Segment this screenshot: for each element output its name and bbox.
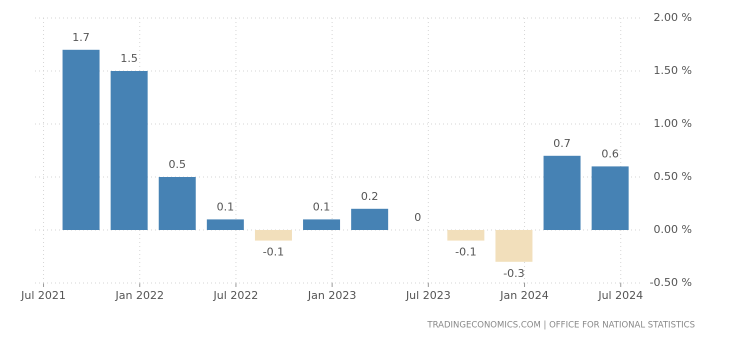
value-label: 0: [414, 211, 421, 224]
value-label: 0.1: [217, 200, 235, 213]
y-tick-label: 0.00 %: [654, 223, 692, 236]
x-tick-label: Jul 2024: [597, 289, 643, 302]
x-tick-label: Jan 2022: [115, 289, 164, 302]
x-tick-label: Jul 2022: [213, 289, 259, 302]
value-label: 0.5: [169, 158, 187, 171]
bar: [303, 219, 341, 230]
x-tick-label: Jan 2024: [499, 289, 548, 302]
bar: [495, 230, 533, 262]
bar: [543, 155, 581, 230]
value-label: -0.1: [455, 246, 476, 259]
x-tick-label: Jul 2021: [20, 289, 66, 302]
value-label: 0.7: [553, 137, 571, 150]
bar: [254, 230, 292, 241]
value-label: 1.5: [120, 52, 138, 65]
bar: [351, 208, 389, 230]
x-tick-label: Jul 2023: [405, 289, 451, 302]
y-tick-label: 2.00 %: [654, 11, 692, 24]
y-tick-label: 0.50 %: [654, 170, 692, 183]
y-tick-label: 1.00 %: [654, 117, 692, 130]
value-label: 0.6: [601, 147, 619, 160]
bar: [158, 177, 196, 230]
bar: [110, 71, 148, 230]
y-tick-label: -0.50 %: [650, 276, 692, 289]
bar: [206, 219, 244, 230]
value-label: -0.3: [503, 267, 524, 280]
value-label: 0.1: [313, 200, 331, 213]
x-tick-label: Jan 2023: [307, 289, 356, 302]
y-tick-label: 1.50 %: [654, 64, 692, 77]
source-note: TRADINGECONOMICS.COM | OFFICE FOR NATION…: [426, 321, 695, 331]
bar: [62, 49, 100, 230]
value-label: 0.2: [361, 190, 379, 203]
value-label: -0.1: [263, 246, 284, 259]
bar: [447, 230, 485, 241]
value-label: 1.7: [72, 31, 90, 44]
bar: [591, 166, 629, 230]
